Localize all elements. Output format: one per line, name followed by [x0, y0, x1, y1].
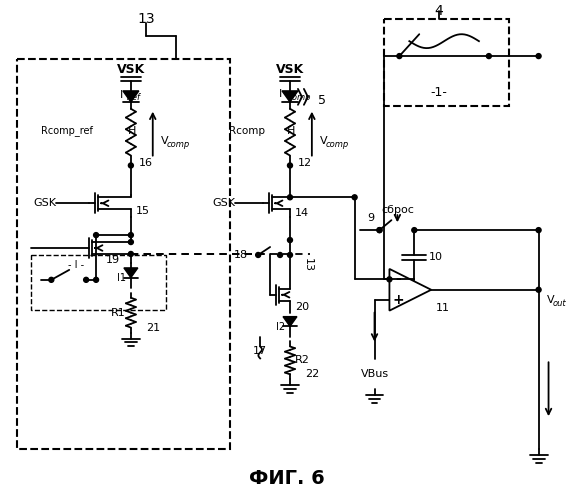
Text: GSK: GSK: [212, 198, 235, 208]
Text: 14: 14: [295, 208, 309, 218]
Text: 19: 19: [106, 255, 120, 265]
Text: out: out: [553, 299, 566, 308]
Text: 13: 13: [137, 12, 155, 26]
Text: -1-: -1-: [431, 86, 447, 100]
Text: +: +: [393, 293, 404, 307]
Text: I: I: [120, 90, 123, 100]
Text: Comp: Comp: [287, 94, 312, 102]
Circle shape: [288, 252, 293, 258]
Circle shape: [94, 232, 98, 237]
Circle shape: [288, 238, 293, 242]
Circle shape: [377, 228, 382, 232]
Circle shape: [278, 252, 282, 258]
Circle shape: [128, 163, 133, 168]
Polygon shape: [282, 91, 298, 102]
Text: R2: R2: [295, 356, 310, 366]
Text: 20: 20: [295, 302, 309, 312]
Polygon shape: [124, 268, 138, 278]
Text: Rcomp_ref: Rcomp_ref: [41, 125, 93, 136]
Text: 11: 11: [436, 302, 450, 312]
Circle shape: [536, 54, 541, 59]
Text: 4: 4: [435, 4, 443, 18]
Text: H: H: [287, 126, 296, 136]
Text: 10: 10: [429, 252, 443, 262]
Text: V: V: [320, 136, 327, 145]
Circle shape: [128, 240, 133, 244]
Text: I2: I2: [276, 322, 285, 332]
Circle shape: [83, 278, 89, 282]
Text: comp: comp: [326, 140, 349, 149]
Circle shape: [288, 163, 293, 168]
Circle shape: [94, 278, 98, 282]
Bar: [17, 59, 231, 449]
Text: Ref: Ref: [127, 94, 141, 102]
Text: 17: 17: [253, 346, 267, 356]
Circle shape: [486, 54, 492, 59]
Circle shape: [128, 232, 133, 237]
Text: 18: 18: [234, 250, 248, 260]
Text: - I -: - I -: [68, 260, 85, 270]
Circle shape: [536, 228, 541, 232]
Text: R1: R1: [111, 308, 126, 318]
Text: ФИГ. 6: ФИГ. 6: [249, 469, 325, 488]
Bar: [32, 255, 166, 310]
Circle shape: [397, 54, 402, 59]
Text: 16: 16: [139, 158, 153, 168]
Text: V: V: [547, 294, 554, 304]
Text: comp: comp: [167, 140, 190, 149]
Text: I1: I1: [117, 273, 126, 283]
Text: VSK: VSK: [276, 62, 304, 76]
Circle shape: [352, 195, 357, 200]
Circle shape: [377, 228, 382, 232]
Circle shape: [536, 288, 541, 292]
Text: GSK: GSK: [33, 198, 56, 208]
Text: VBus: VBus: [361, 370, 389, 380]
Circle shape: [49, 278, 54, 282]
Circle shape: [128, 252, 133, 256]
Text: 22: 22: [305, 370, 319, 380]
Text: H: H: [128, 126, 136, 136]
Text: I: I: [279, 89, 282, 99]
Text: -: -: [396, 272, 401, 286]
Polygon shape: [283, 316, 297, 326]
Text: V: V: [160, 136, 168, 145]
Text: 9: 9: [367, 213, 374, 223]
Text: Rcomp: Rcomp: [229, 126, 265, 136]
Text: 21: 21: [146, 322, 160, 332]
Bar: [385, 20, 509, 106]
Circle shape: [256, 252, 260, 258]
Polygon shape: [123, 91, 139, 102]
Text: 12: 12: [298, 158, 312, 168]
Text: сброс: сброс: [381, 205, 414, 215]
Text: 5: 5: [318, 94, 326, 108]
Text: 13: 13: [303, 258, 313, 272]
Circle shape: [412, 228, 417, 232]
Text: VSK: VSK: [117, 62, 145, 76]
Circle shape: [288, 195, 293, 200]
Text: 15: 15: [136, 206, 150, 216]
Circle shape: [387, 277, 392, 282]
